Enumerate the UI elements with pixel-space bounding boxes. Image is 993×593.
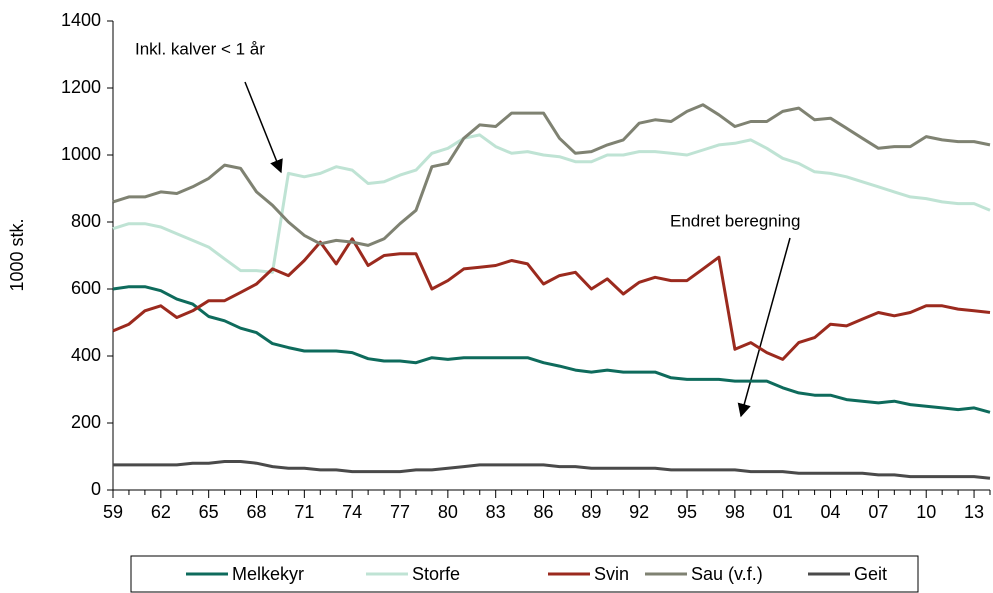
annotation: Endret beregning [670, 211, 800, 230]
y-tick-label: 600 [71, 278, 101, 298]
y-tick-label: 0 [91, 479, 101, 499]
x-tick-label: 10 [916, 502, 936, 522]
annotation-arrow [737, 237, 791, 418]
y-tick-label: 1200 [61, 77, 101, 97]
legend-label: Svin [594, 564, 629, 584]
x-tick-label: 86 [534, 502, 554, 522]
x-tick-label: 83 [486, 502, 506, 522]
y-tick-label: 1000 [61, 144, 101, 164]
annotation: Inkl. kalver < 1 år [135, 39, 265, 58]
legend-box [130, 555, 919, 593]
legend-label: Sau (v.f.) [691, 564, 763, 584]
x-tick-label: 74 [342, 502, 362, 522]
y-tick-label: 800 [71, 211, 101, 231]
x-tick-label: 01 [773, 502, 793, 522]
x-tick-label: 95 [677, 502, 697, 522]
series-line [112, 103, 991, 247]
legend-label: Melkekyr [232, 564, 304, 584]
x-tick-label: 59 [103, 502, 123, 522]
x-tick-label: 71 [294, 502, 314, 522]
legend-label: Geit [854, 564, 887, 584]
legend-label: Storfe [412, 564, 460, 584]
series-line [112, 237, 991, 361]
x-tick-label: 77 [390, 502, 410, 522]
x-tick-label: 92 [629, 502, 649, 522]
series-line [112, 285, 991, 414]
series-line [112, 133, 991, 274]
x-tick-label: 89 [581, 502, 601, 522]
y-tick-label: 1400 [61, 10, 101, 30]
x-tick-label: 98 [725, 502, 745, 522]
x-tick-label: 80 [438, 502, 458, 522]
y-axis-label: 1000 stk. [7, 218, 27, 291]
annotation-arrow [244, 81, 283, 174]
x-tick-label: 04 [821, 502, 841, 522]
x-tick-label: 68 [246, 502, 266, 522]
y-tick-label: 400 [71, 345, 101, 365]
y-tick-label: 200 [71, 412, 101, 432]
series-line [113, 460, 991, 480]
x-tick-label: 07 [868, 502, 888, 522]
x-tick-label: 65 [199, 502, 219, 522]
x-tick-label: 62 [151, 502, 171, 522]
x-tick-label: 13 [964, 502, 984, 522]
